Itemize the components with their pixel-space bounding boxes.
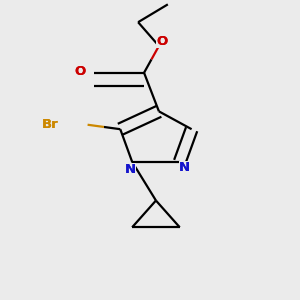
Bar bbox=[178, 161, 190, 174]
Bar bbox=[156, 35, 167, 48]
Bar bbox=[125, 163, 136, 176]
Text: O: O bbox=[156, 35, 167, 48]
Bar bbox=[42, 118, 58, 131]
Text: N: N bbox=[125, 163, 136, 176]
Text: O: O bbox=[156, 35, 167, 48]
Text: Br: Br bbox=[42, 118, 59, 131]
Text: N: N bbox=[178, 161, 190, 174]
Text: O: O bbox=[74, 65, 86, 78]
Text: Br: Br bbox=[42, 118, 59, 131]
Text: O: O bbox=[74, 65, 86, 78]
Bar bbox=[74, 65, 86, 78]
Text: N: N bbox=[125, 163, 136, 176]
Text: N: N bbox=[178, 161, 190, 174]
